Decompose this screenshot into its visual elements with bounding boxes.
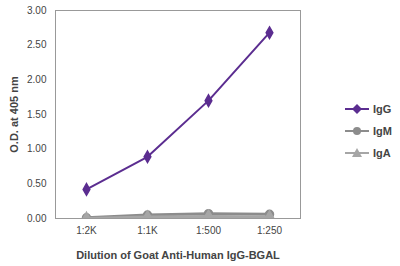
svg-text:1:500: 1:500 <box>196 225 221 236</box>
svg-text:0.50: 0.50 <box>27 178 47 189</box>
html-text:IgG: IgG <box>373 103 392 115</box>
svg-text:1:250: 1:250 <box>257 225 282 236</box>
html-text:IgM: IgM <box>373 125 392 137</box>
svg-text:2.50: 2.50 <box>27 39 47 50</box>
svg-text:1.00: 1.00 <box>27 143 47 154</box>
svg-text:3.00: 3.00 <box>27 5 47 16</box>
svg-text:2.00: 2.00 <box>27 74 47 85</box>
svg-text:O.D. at 405 nm: O.D. at 405 nm <box>8 76 20 153</box>
svg-text:1:2K: 1:2K <box>76 225 97 236</box>
svg-text:Dilution of Goat Anti-Human Ig: Dilution of Goat Anti-Human IgG-BGAL <box>76 249 280 261</box>
html-text:IgA: IgA <box>373 147 391 159</box>
svg-text:0.00: 0.00 <box>27 213 47 224</box>
svg-text:1:1K: 1:1K <box>137 225 158 236</box>
svg-text:1.50: 1.50 <box>27 109 47 120</box>
